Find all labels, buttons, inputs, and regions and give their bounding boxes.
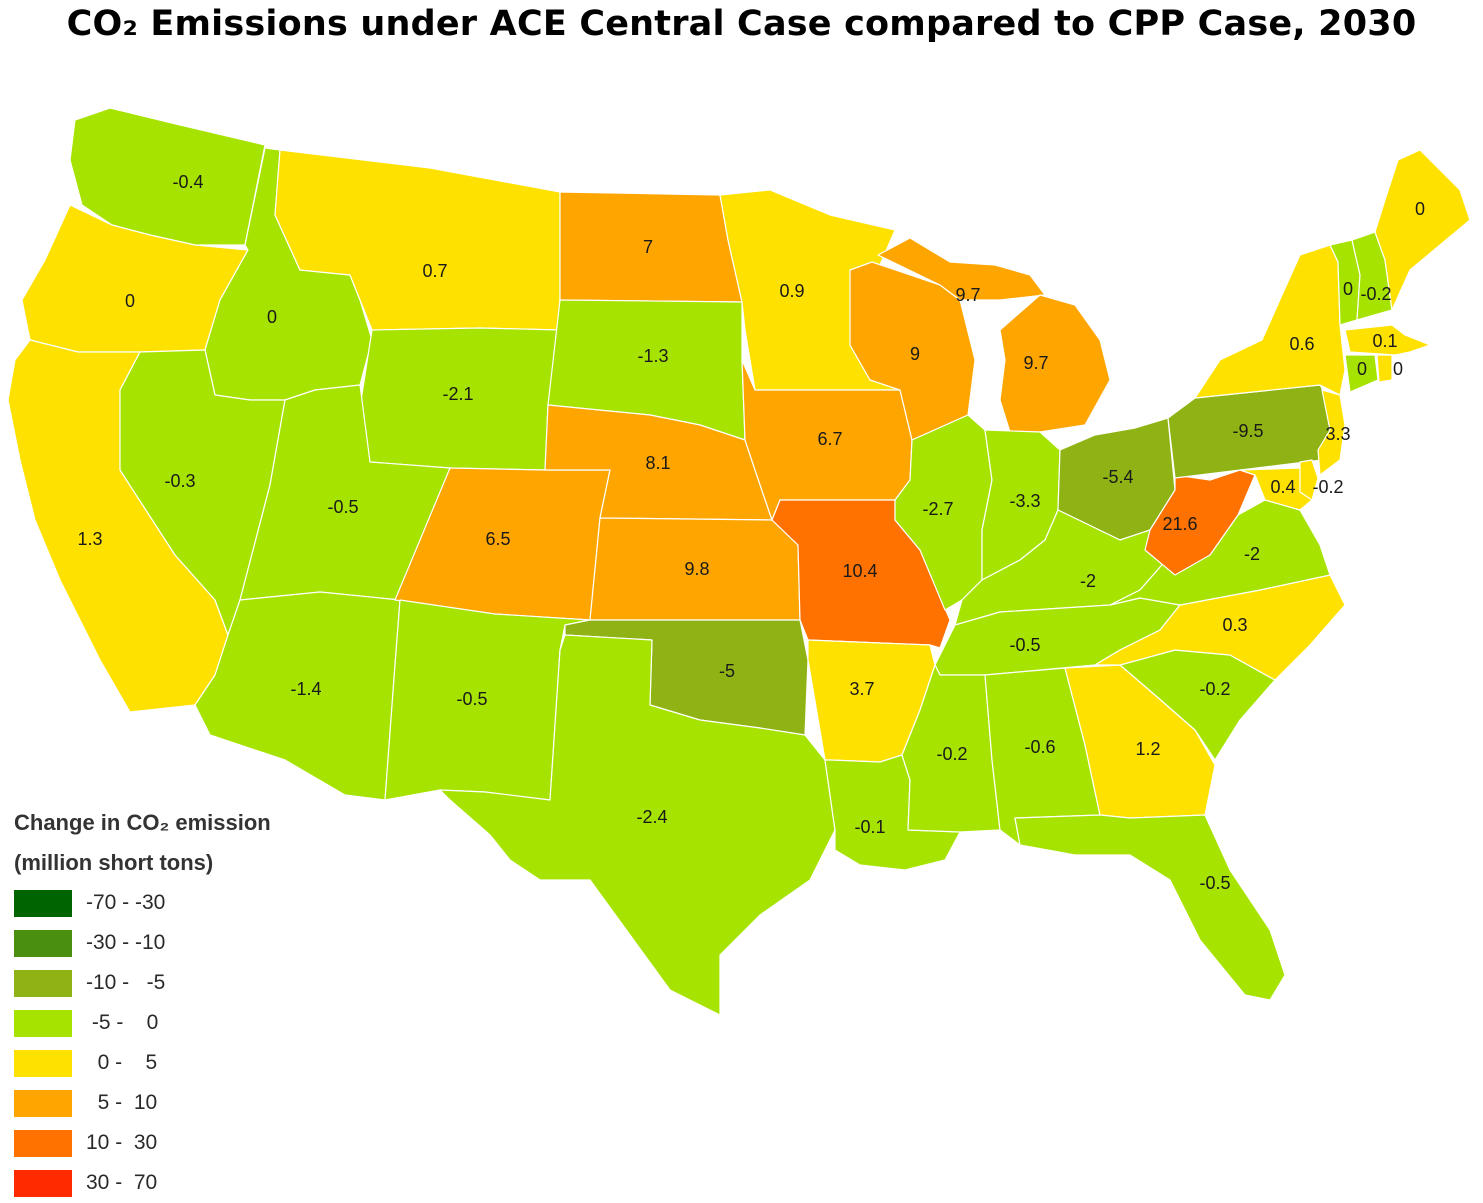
state-value-ri: 0	[1393, 359, 1403, 379]
state-value-ms: -0.2	[936, 744, 967, 764]
state-value-nv: -0.3	[164, 471, 195, 491]
state-ms	[901, 664, 1001, 833]
state-value-ma: 0.1	[1372, 331, 1397, 351]
state-value-sc: -0.2	[1199, 679, 1230, 699]
state-de	[1299, 459, 1319, 501]
state-ny	[1194, 244, 1346, 399]
legend-items: -70 - -30 -30 - -10 -10 - -5 -5 - 0 0 - 5 …	[14, 883, 271, 1203]
state-ri	[1376, 354, 1393, 383]
state-value-ct: 0	[1357, 359, 1367, 379]
state-value-de: -0.2	[1312, 477, 1343, 497]
state-value-ks: 9.8	[684, 559, 709, 579]
state-nj	[1317, 389, 1346, 476]
state-value-ny: 0.6	[1289, 334, 1314, 354]
state-value-ok: -5	[719, 661, 735, 681]
state-value-co: 6.5	[485, 529, 510, 549]
state-labels-layer: -0.4 0 1.3 0 -0.3 0.7 -2.1 -0.5 -1.4 6.5 -0.5 7 -1.3…	[77, 172, 1425, 893]
state-value-wy: -2.1	[442, 384, 473, 404]
states-layer	[7, 107, 1471, 1016]
state-value-nd: 7	[643, 237, 653, 257]
state-value-ga: 1.2	[1135, 739, 1160, 759]
state-value-fl: -0.5	[1199, 873, 1230, 893]
state-value-sd: -1.3	[637, 346, 668, 366]
state-value-nm: -0.5	[456, 689, 487, 709]
state-value-il: -2.7	[922, 499, 953, 519]
legend-swatch	[14, 1089, 72, 1117]
legend-item: -10 - -5	[14, 963, 271, 1003]
legend-title: Change in CO₂ emission	[14, 810, 271, 835]
state-value-az: -1.4	[290, 679, 321, 699]
legend-item: -5 - 0	[14, 1003, 271, 1043]
state-value-nj: 3.3	[1325, 424, 1350, 444]
legend-swatch	[14, 929, 72, 957]
page-title: CO₂ Emissions under ACE Central Case com…	[66, 4, 1417, 44]
state-value-id: 0	[267, 307, 277, 327]
state-value-vt: 0	[1343, 279, 1353, 299]
state-fl	[1014, 814, 1286, 1001]
legend-range-label: 30 - 70	[86, 1171, 158, 1194]
state-value-ar: 3.7	[849, 679, 874, 699]
state-up	[877, 237, 1046, 301]
legend-item: -70 - -30	[14, 883, 271, 923]
state-value-ia: 6.7	[817, 429, 842, 449]
legend-item: 5 - 10	[14, 1083, 271, 1123]
state-value-up: 9.7	[955, 285, 980, 305]
legend-item: 0 - 5	[14, 1043, 271, 1083]
legend-range-label: -10 - -5	[86, 971, 166, 994]
legend-subtitle: (million short tons)	[14, 850, 214, 875]
state-value-or: 0	[125, 291, 135, 311]
legend-swatch	[14, 1129, 72, 1157]
legend-swatch	[14, 1009, 72, 1037]
state-value-va: -2	[1244, 544, 1260, 564]
legend-range-label: 5 - 10	[86, 1091, 158, 1114]
state-value-me: 0	[1415, 199, 1425, 219]
state-value-ut: -0.5	[327, 497, 358, 517]
state-value-mi: 9.7	[1023, 353, 1048, 373]
legend-item: 10 - 30	[14, 1123, 271, 1163]
legend-swatch	[14, 1049, 72, 1077]
state-value-pa: -9.5	[1232, 421, 1263, 441]
state-value-mn: 0.9	[779, 281, 804, 301]
legend-swatch	[14, 889, 72, 917]
state-value-md: 0.4	[1270, 477, 1295, 497]
state-value-nh: -0.2	[1360, 284, 1391, 304]
state-value-wa: -0.4	[172, 172, 203, 192]
state-mi	[999, 294, 1111, 433]
legend-range-label: -70 - -30	[86, 891, 166, 914]
state-ct	[1344, 354, 1379, 393]
state-nc	[1094, 574, 1346, 681]
state-value-wi: 9	[910, 344, 920, 364]
legend-range-label: -5 - 0	[86, 1011, 159, 1034]
state-value-oh: -5.4	[1102, 467, 1133, 487]
state-value-tx: -2.4	[636, 807, 667, 827]
legend-range-label: 0 - 5	[86, 1051, 158, 1074]
state-mo	[771, 499, 951, 649]
state-value-al: -0.6	[1024, 737, 1055, 757]
state-value-mo: 10.4	[842, 561, 877, 581]
state-me	[1374, 149, 1471, 311]
state-value-in: -3.3	[1009, 491, 1040, 511]
state-value-mt: 0.7	[422, 261, 447, 281]
state-tx	[439, 634, 836, 1016]
legend-swatch	[14, 969, 72, 997]
state-value-ky: -2	[1080, 571, 1096, 591]
state-value-wv: 21.6	[1162, 514, 1197, 534]
state-value-nc: 0.3	[1222, 615, 1247, 635]
state-value-la: -0.1	[854, 817, 885, 837]
map-legend: Change in CO₂ emission (million short to…	[14, 803, 271, 1203]
state-value-ne: 8.1	[645, 453, 670, 473]
state-value-ca: 1.3	[77, 529, 102, 549]
legend-item: 30 - 70	[14, 1163, 271, 1203]
legend-range-label: -30 - -10	[86, 931, 166, 954]
state-az	[194, 591, 401, 801]
state-ma	[1344, 324, 1431, 356]
legend-swatch	[14, 1169, 72, 1197]
state-value-tn: -0.5	[1009, 635, 1040, 655]
legend-range-label: 10 - 30	[86, 1131, 158, 1154]
legend-item: -30 - -10	[14, 923, 271, 963]
